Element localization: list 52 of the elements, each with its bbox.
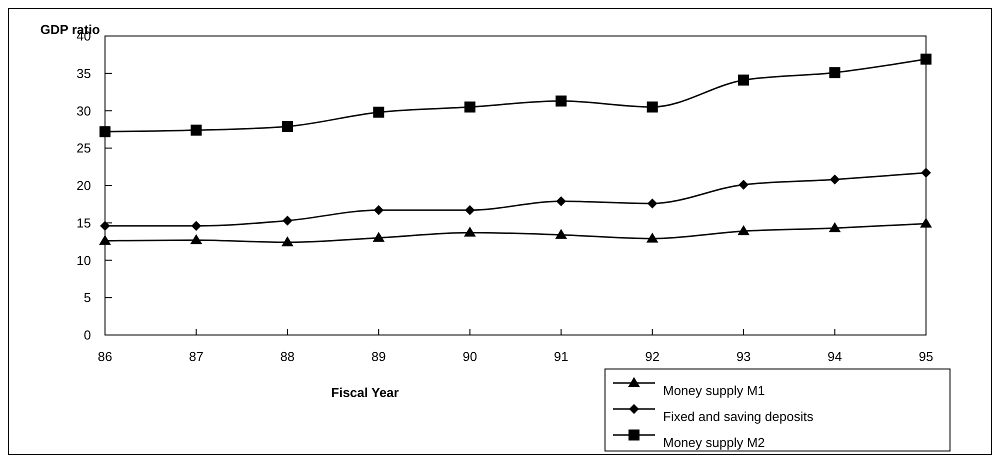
- point: [647, 198, 658, 208]
- x-tick-label: 87: [188, 349, 204, 364]
- point: [829, 67, 840, 78]
- x-tick-label: 93: [736, 349, 751, 364]
- point: [282, 120, 293, 132]
- x-tick-label: 88: [280, 349, 295, 364]
- point: [281, 236, 294, 246]
- point: [464, 205, 475, 216]
- y-tick-label: 20: [76, 178, 91, 194]
- x-tick-label: 95: [918, 349, 934, 364]
- y-tick-label: 10: [76, 252, 91, 268]
- point: [556, 96, 567, 107]
- point: [373, 106, 384, 118]
- point: [828, 222, 841, 232]
- y-tick-label: 5: [84, 290, 91, 306]
- point: [646, 102, 658, 113]
- point: [920, 218, 932, 228]
- point: [920, 54, 932, 65]
- legend-label: Fixed and saving deposits: [663, 409, 814, 424]
- point: [738, 74, 750, 86]
- point: [464, 102, 476, 113]
- point: [191, 220, 202, 231]
- point: [738, 180, 749, 190]
- point: [100, 126, 110, 138]
- x-tick-label: 92: [645, 349, 660, 364]
- point: [555, 228, 568, 239]
- point: [190, 124, 202, 136]
- legend-label: Money supply M2: [663, 435, 765, 450]
- point: [738, 225, 750, 236]
- point: [646, 232, 658, 243]
- x-axis-title: Fiscal Year: [331, 385, 399, 400]
- point: [372, 232, 385, 242]
- point: [282, 216, 292, 226]
- x-tick-label: 94: [828, 349, 842, 364]
- legend-label: Money supply M1: [663, 383, 765, 398]
- x-tick-label: 89: [371, 349, 386, 364]
- point: [921, 168, 931, 178]
- y-tick-label: 25: [76, 140, 91, 156]
- x-tick-label: 86: [98, 349, 112, 364]
- point: [190, 234, 202, 244]
- point: [374, 205, 384, 216]
- point: [830, 174, 840, 185]
- y-tick-label: 35: [76, 66, 91, 81]
- y-tick-label: 0: [84, 328, 91, 343]
- point: [99, 234, 111, 245]
- point: [556, 196, 566, 206]
- y-tick-label: 30: [76, 103, 91, 118]
- x-tick-label: 91: [554, 349, 568, 364]
- point: [464, 226, 476, 237]
- point: [100, 220, 110, 231]
- y-tick-label: 15: [76, 215, 91, 230]
- x-tick-label: 90: [462, 349, 478, 364]
